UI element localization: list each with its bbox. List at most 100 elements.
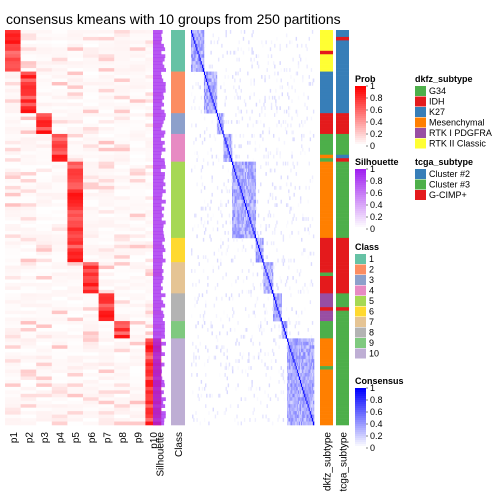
consensus-cell <box>296 161 299 166</box>
consensus-cell <box>225 144 227 149</box>
prob-cell <box>20 199 37 204</box>
consensus-cell <box>213 355 216 360</box>
prob-cell <box>129 106 146 110</box>
consensus-cell <box>244 210 247 214</box>
consensus-cell <box>234 227 236 232</box>
prob-cell <box>51 237 68 242</box>
consensus-cell <box>221 251 223 256</box>
prob-cell <box>20 123 37 128</box>
consensus-cell <box>244 189 247 194</box>
consensus-cell <box>228 140 231 145</box>
prob-cell <box>98 293 115 298</box>
consensus-cell <box>309 397 312 402</box>
consensus-cell <box>263 327 265 332</box>
consensus-cell <box>264 95 266 100</box>
consensus-cell <box>228 158 231 162</box>
consensus-cell <box>249 192 251 197</box>
prob-cell <box>114 161 131 166</box>
prob-cell <box>36 127 53 131</box>
consensus-cell <box>196 418 198 422</box>
consensus-cell <box>238 234 240 239</box>
consensus-cell <box>275 113 277 117</box>
consensus-cell <box>253 92 255 97</box>
consensus-cell <box>290 414 292 419</box>
consensus-cell <box>274 95 276 100</box>
consensus-cell <box>308 383 310 388</box>
consensus-cell <box>294 407 296 412</box>
consensus-cell <box>302 123 304 128</box>
consensus-cell <box>312 345 315 350</box>
prob-cell <box>67 244 84 249</box>
prob-cell <box>114 359 131 363</box>
prob-cell <box>51 421 68 426</box>
consensus-cell <box>216 120 219 124</box>
consensus-cell <box>228 133 231 138</box>
prob-cell <box>51 241 68 246</box>
consensus-cell <box>223 144 225 149</box>
consensus-cell <box>216 411 219 415</box>
consensus-cell <box>285 130 288 135</box>
prob-cell <box>114 123 131 128</box>
silhouette-bar <box>153 310 164 315</box>
consensus-cell <box>268 196 271 201</box>
silhouette-bar-column <box>153 30 166 426</box>
consensus-cell <box>304 338 306 343</box>
consensus-cell <box>194 36 196 41</box>
consensus-cell <box>194 33 196 38</box>
consensus-cell <box>296 390 299 395</box>
consensus-cell <box>225 30 227 34</box>
prob-cell <box>129 379 146 384</box>
consensus-cell <box>193 99 195 104</box>
consensus-cell <box>225 158 227 162</box>
dkfz-cell <box>320 331 333 336</box>
prob-cell <box>83 210 99 214</box>
prob-cell <box>129 355 146 360</box>
consensus-cell <box>310 383 313 388</box>
dkfz-cell <box>320 366 333 370</box>
class-legend-item-label: 2 <box>369 265 374 275</box>
consensus-cell <box>306 407 308 412</box>
consensus-cell <box>201 386 204 391</box>
consensus-cell <box>253 78 255 83</box>
consensus-cell <box>237 366 239 370</box>
consensus-cell <box>291 307 293 311</box>
prob-cell <box>83 383 99 388</box>
prob-cell <box>51 210 68 214</box>
prob-cell <box>129 397 146 402</box>
consensus-cell <box>226 158 228 162</box>
consensus-cell <box>295 414 298 419</box>
consensus-cell <box>254 224 257 228</box>
consensus-cell <box>308 421 310 426</box>
consensus-cell <box>274 303 276 308</box>
consensus-cell <box>311 414 314 419</box>
consensus-cell <box>236 182 238 187</box>
prob-cell <box>36 300 53 305</box>
consensus-cell <box>269 88 272 93</box>
prob-cell <box>5 324 21 329</box>
prob-cell <box>5 411 21 415</box>
consensus-cell <box>294 88 296 93</box>
tcga-cell <box>336 296 349 301</box>
prob-cell <box>36 418 53 422</box>
prob-cell <box>51 262 68 266</box>
consensus-cell <box>296 269 299 273</box>
consensus-cell <box>212 109 214 114</box>
silhouette-bar <box>153 106 162 110</box>
prob-cell <box>5 414 21 419</box>
consensus-cell <box>236 168 238 173</box>
consensus-cell <box>211 71 213 76</box>
consensus-cell <box>219 116 221 121</box>
prob-cell <box>114 158 131 162</box>
dkfz-cell <box>320 369 333 374</box>
consensus-cell <box>227 75 230 79</box>
consensus-cell <box>247 192 249 197</box>
prob-cell <box>5 57 21 62</box>
prob-cell <box>98 383 115 388</box>
consensus-cell <box>304 386 306 391</box>
consensus-cell <box>228 362 231 367</box>
prob-cell <box>114 40 131 45</box>
tcga-cell <box>336 314 349 318</box>
prob-cell <box>129 248 146 253</box>
consensus-cell <box>203 95 206 100</box>
consensus-cell <box>289 400 291 405</box>
